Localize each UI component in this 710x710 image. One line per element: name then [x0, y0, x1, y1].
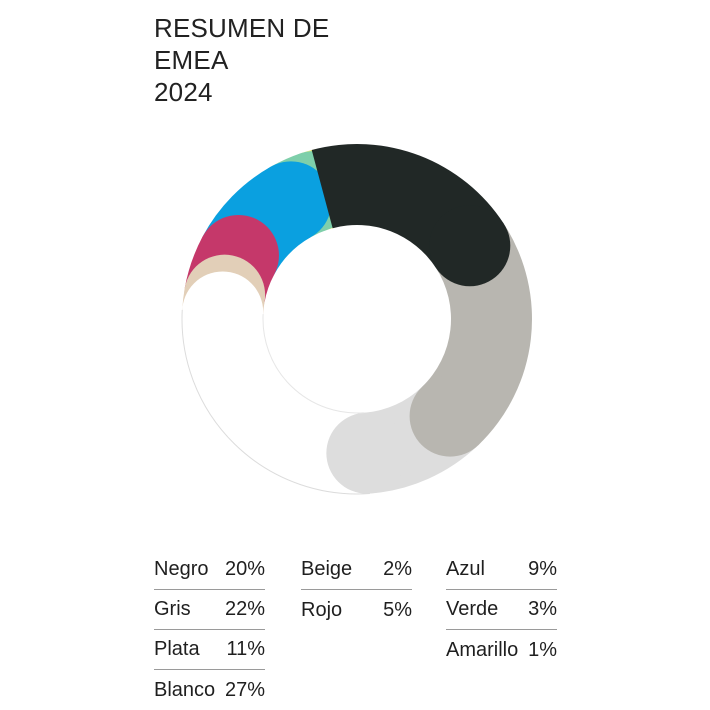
slice-blanco-outline: [181, 309, 370, 495]
legend-label: Rojo: [301, 598, 343, 621]
legend-item-azul: Azul 9%: [446, 550, 557, 590]
chart-title: RESUMEN DE EMEA 2024: [154, 12, 329, 108]
legend-label: Blanco: [154, 678, 216, 701]
legend-label: Verde: [446, 598, 499, 620]
legend-item-beige: Beige 2%: [301, 550, 412, 590]
legend-value: 20%: [224, 558, 265, 580]
legend-label: Gris: [154, 598, 191, 620]
legend-value: 1%: [528, 638, 557, 661]
legend-item-plata: Plata 11%: [154, 630, 265, 670]
slice-negro: [311, 144, 511, 287]
title-line-2: EMEA: [154, 45, 229, 75]
legend-column-2: Beige 2% Rojo 5%: [301, 550, 412, 630]
legend-item-blanco: Blanco 27%: [154, 670, 265, 710]
legend-item-rojo: Rojo 5%: [301, 590, 412, 630]
slice-blanco-inner-outline: [262, 314, 364, 414]
legend-column-1: Negro 20% Gris 22% Plata 11% Blanco 27%: [154, 550, 265, 710]
legend-value: 5%: [383, 598, 412, 621]
legend-column-3: Azul 9% Verde 3% Amarillo 1%: [446, 550, 557, 670]
slice-arc: [182, 309, 370, 494]
slice-blanco: [182, 271, 370, 494]
slice-cap: [250, 161, 332, 243]
legend-item-negro: Negro 20%: [154, 550, 265, 590]
legend-label: Amarillo: [446, 638, 519, 661]
legend-value: 27%: [224, 678, 265, 701]
legend-item-verde: Verde 3%: [446, 590, 557, 630]
legend-label: Beige: [301, 558, 353, 580]
donut-chart: [181, 144, 532, 495]
title-line-3: 2024: [154, 77, 213, 107]
legend-label: Negro: [154, 558, 209, 580]
legend-value: 22%: [224, 598, 265, 620]
legend-item-amarillo: Amarillo 1%: [446, 630, 557, 670]
legend-label: Plata: [154, 638, 200, 660]
slice-cap: [182, 271, 264, 353]
title-line-1: RESUMEN DE: [154, 13, 330, 43]
slice-cap: [409, 375, 491, 457]
legend-value: 11%: [226, 638, 265, 660]
legend-item-gris: Gris 22%: [154, 590, 265, 630]
legend-value: 3%: [528, 598, 557, 620]
legend-label: Azul: [446, 558, 485, 580]
legend-value: 2%: [383, 558, 412, 580]
legend-value: 9%: [528, 558, 557, 580]
slice-cap: [326, 412, 408, 494]
legend: Negro 20% Gris 22% Plata 11% Blanco 27% …: [0, 550, 710, 701]
slice-cap: [429, 205, 511, 287]
